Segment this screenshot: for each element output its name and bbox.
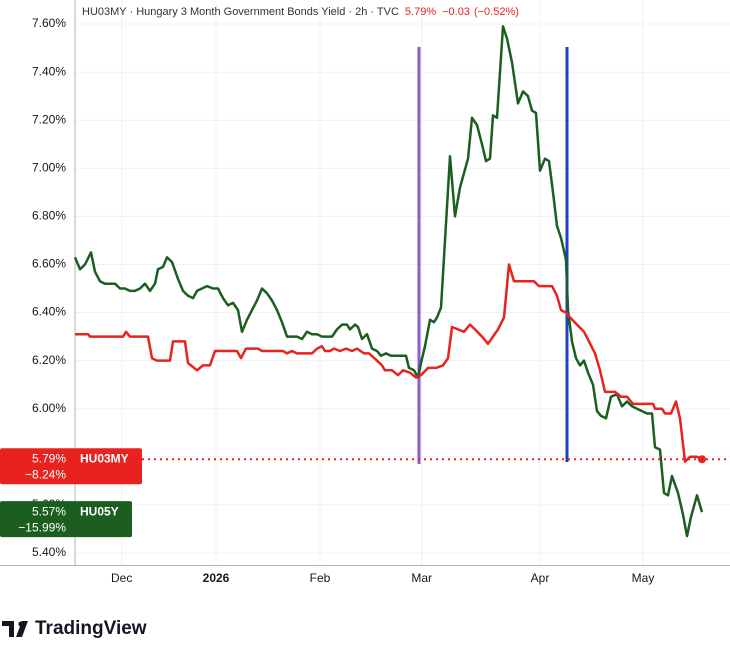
- chart-header: HU03MY · Hungary 3 Month Government Bond…: [82, 6, 519, 18]
- y-tick-label: 6.20%: [32, 353, 66, 367]
- series-line: [73, 25, 704, 538]
- y-tick-label: 6.40%: [32, 305, 66, 319]
- chart-title: HU03MY · Hungary 3 Month Government Bond…: [82, 6, 399, 18]
- x-tick-label: Apr: [531, 571, 550, 585]
- logo-dot: [18, 621, 24, 627]
- series-line: [75, 263, 703, 463]
- y-tick-label: 6.80%: [32, 209, 66, 223]
- brand-logo: TradingView: [2, 618, 147, 639]
- x-tick-label: Feb: [310, 571, 331, 585]
- y-tick-label: 5.40%: [32, 545, 66, 559]
- y-tick-label: 7.20%: [32, 112, 66, 126]
- y-tick-label: 6.60%: [32, 257, 66, 271]
- header-change-pct: (−0.52%): [474, 6, 519, 18]
- price-label-box: [0, 501, 132, 538]
- header-price: 5.79%: [405, 6, 436, 18]
- x-tick-label: 2026: [203, 571, 230, 585]
- series-name: HU05Y: [80, 504, 119, 518]
- price-label-box: [0, 448, 142, 485]
- y-tick-label: 7.00%: [32, 160, 66, 174]
- price-label: 5.57%: [32, 504, 66, 518]
- x-tick-label: May: [632, 571, 655, 585]
- header-change: −0.03: [442, 6, 470, 18]
- y-tick-label: 6.00%: [32, 401, 66, 415]
- x-tick-label: Dec: [111, 571, 132, 585]
- x-tick-label: Mar: [411, 571, 432, 585]
- change-label: −15.99%: [18, 520, 66, 534]
- y-tick-label: 7.40%: [32, 64, 66, 78]
- series-lines: [73, 25, 730, 538]
- last-point: [698, 455, 706, 464]
- brand-name: TradingView: [35, 618, 147, 639]
- change-label: −8.24%: [25, 467, 66, 481]
- y-tick-label: 7.60%: [32, 16, 66, 30]
- price-label: 5.79%: [32, 451, 66, 465]
- labels: 7.60% 7.40% 7.20% 7.00% 6.80% 6.60% 6.40% 6.20%…: [0, 16, 654, 585]
- series-name: HU03MY: [80, 451, 129, 465]
